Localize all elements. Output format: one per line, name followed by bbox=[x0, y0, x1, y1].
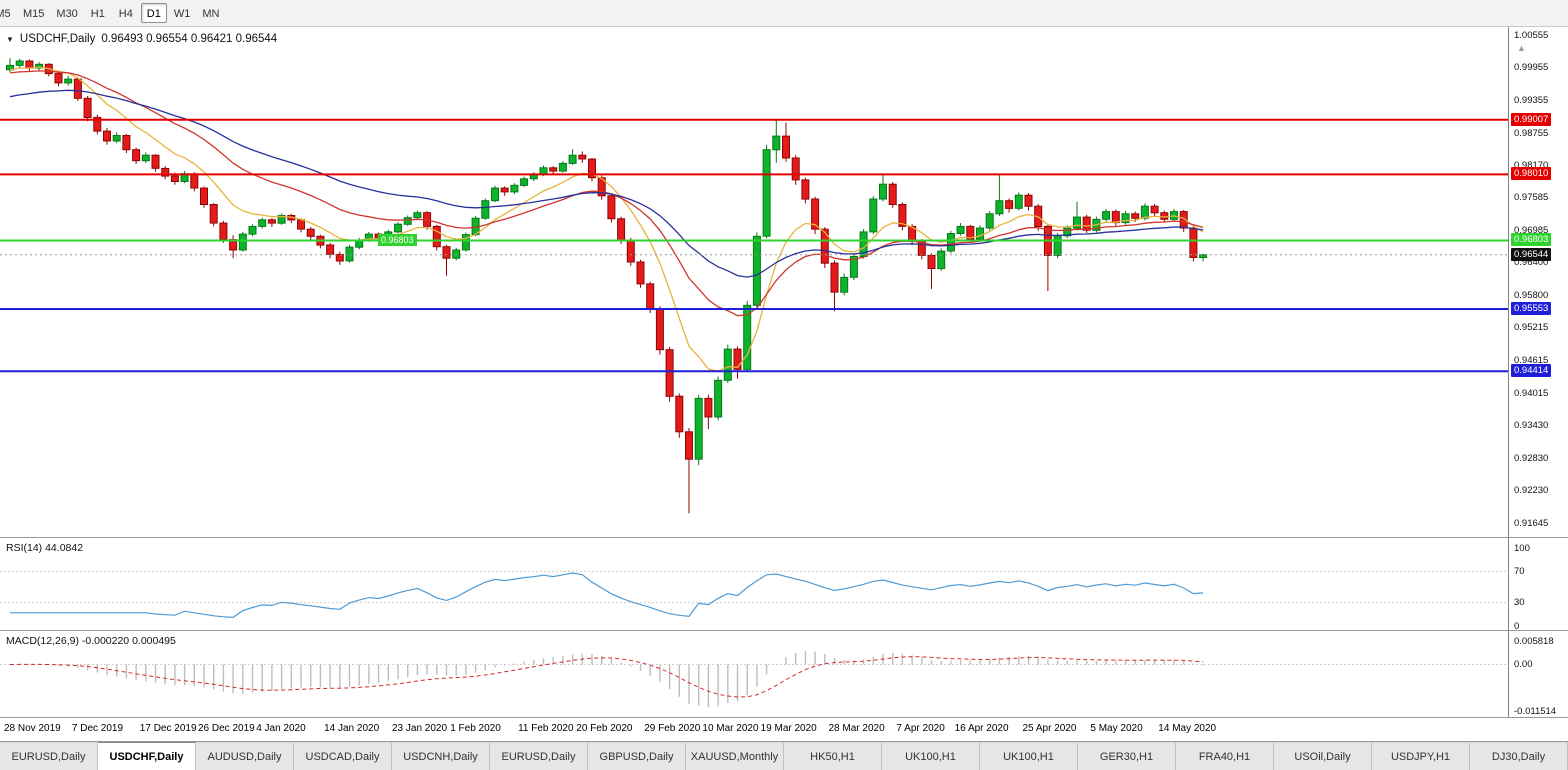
macd-axis: 0.005818 0.00 -0.011514 bbox=[1508, 631, 1568, 717]
tab-eurusd-daily[interactable]: EURUSD,Daily bbox=[490, 742, 588, 770]
price-axis-tick: 0.99955 bbox=[1514, 62, 1549, 74]
timeframe-button-d1[interactable]: D1 bbox=[140, 3, 167, 23]
price-axis-tick: 0.94015 bbox=[1514, 387, 1549, 399]
current-price-badge: 0.96544 bbox=[1511, 247, 1552, 261]
axis-scroll-icon[interactable]: ▲ bbox=[1517, 43, 1526, 53]
price-axis-tick: 0.95800 bbox=[1514, 289, 1549, 301]
timeframe-button-m15[interactable]: M15 bbox=[23, 8, 45, 20]
tab-usoil-daily[interactable]: USOil,Daily bbox=[1274, 742, 1372, 770]
tab-uk100-h1[interactable]: UK100,H1 bbox=[882, 742, 980, 770]
macd-panel: MACD(12,26,9) -0.000220 0.000495 0.00581… bbox=[0, 631, 1568, 718]
price-axis-tick: 0.98755 bbox=[1514, 128, 1549, 140]
tab-usdcad-daily[interactable]: USDCAD,Daily bbox=[294, 742, 392, 770]
date-label: 14 Jan 2020 bbox=[324, 723, 380, 734]
macd-axis-tick: 0.005818 bbox=[1514, 635, 1554, 647]
price-level-badge: 0.94414 bbox=[1511, 364, 1552, 378]
price-axis-tick: 0.92230 bbox=[1514, 485, 1549, 497]
price-axis-tick: 0.96985 bbox=[1514, 225, 1549, 237]
price-level-badge: 0.95553 bbox=[1511, 301, 1552, 315]
date-label: 4 Jan 2020 bbox=[256, 723, 306, 734]
timeframe-button-m30[interactable]: M30 bbox=[56, 8, 78, 20]
tab-eurusd-daily[interactable]: EURUSD,Daily bbox=[0, 742, 98, 770]
chart-symbol-label: USDCHF,Daily bbox=[19, 33, 96, 45]
date-label: 17 Dec 2019 bbox=[139, 723, 197, 734]
date-label: 5 May 2020 bbox=[1090, 723, 1143, 734]
date-label: 25 Apr 2020 bbox=[1022, 723, 1077, 734]
main-chart-panel: ▼ USDCHF,Daily 0.96493 0.96554 0.96421 0… bbox=[0, 27, 1568, 538]
tab-uk100-h1[interactable]: UK100,H1 bbox=[980, 742, 1078, 770]
tab-xauusd-monthly[interactable]: XAUUSD,Monthly bbox=[686, 742, 784, 770]
date-label: 7 Dec 2019 bbox=[71, 723, 124, 734]
macd-label: MACD(12,26,9) -0.000220 0.000495 bbox=[6, 635, 176, 647]
price-axis-tick: 0.95215 bbox=[1514, 321, 1549, 333]
date-label: 1 Feb 2020 bbox=[450, 723, 501, 734]
date-label: 28 Nov 2019 bbox=[4, 723, 61, 734]
rsi-panel: RSI(14) 44.0842 100 70 30 0 bbox=[0, 538, 1568, 632]
level-inline-label: 0.96803 bbox=[378, 234, 417, 247]
price-level-badge: 0.96803 bbox=[1511, 233, 1552, 247]
rsi-axis-tick: 0 bbox=[1514, 620, 1520, 632]
tab-ger30-h1[interactable]: GER30,H1 bbox=[1078, 742, 1176, 770]
date-axis: 28 Nov 2019 7 Dec 2019 17 Dec 2019 26 Dec 2… bbox=[0, 718, 1568, 742]
macd-axis-tick: -0.011514 bbox=[1514, 705, 1557, 717]
date-label: 11 Feb 2020 bbox=[518, 723, 574, 734]
timeframe-toolbar: M5 M15 M30 H1 H4 D1 W1 MN bbox=[0, 0, 1568, 27]
tab-usdchf-daily[interactable]: USDCHF,Daily bbox=[98, 742, 196, 770]
tab-hk50-h1[interactable]: HK50,H1 bbox=[784, 742, 882, 770]
chart-tab-bar: EURUSD,Daily USDCHF,Daily AUDUSD,Daily USDC… bbox=[0, 742, 1568, 770]
date-label: 14 May 2020 bbox=[1158, 723, 1217, 734]
price-axis-tick: 1.00555 bbox=[1514, 29, 1549, 41]
price-axis-tick: 0.96400 bbox=[1514, 257, 1549, 269]
rsi-axis-tick: 100 bbox=[1514, 542, 1530, 554]
rsi-plot[interactable]: RSI(14) 44.0842 bbox=[0, 538, 1508, 630]
date-label: 23 Jan 2020 bbox=[392, 723, 448, 734]
date-label: 28 Mar 2020 bbox=[828, 723, 885, 734]
chart-menu-icon[interactable]: ▼ bbox=[6, 34, 14, 44]
timeframe-button-w1[interactable]: W1 bbox=[173, 8, 191, 20]
date-label: 10 Mar 2020 bbox=[702, 723, 759, 734]
timeframe-button-h1[interactable]: H1 bbox=[90, 8, 105, 20]
date-label: 19 Mar 2020 bbox=[760, 723, 817, 734]
date-label: 29 Feb 2020 bbox=[644, 723, 701, 734]
date-label: 16 Apr 2020 bbox=[954, 723, 1009, 734]
price-axis-tick: 0.98170 bbox=[1514, 160, 1549, 172]
chart-title: ▼ USDCHF,Daily 0.96493 0.96554 0.96421 0… bbox=[6, 33, 277, 45]
macd-plot[interactable]: MACD(12,26,9) -0.000220 0.000495 bbox=[0, 631, 1508, 717]
price-axis-tick: 0.93430 bbox=[1514, 419, 1549, 431]
tab-dj30-daily[interactable]: DJ30,Daily bbox=[1470, 742, 1568, 770]
main-chart-plot[interactable]: ▼ USDCHF,Daily 0.96493 0.96554 0.96421 0… bbox=[0, 27, 1508, 537]
rsi-axis: 100 70 30 0 bbox=[1508, 538, 1568, 632]
date-label: 20 Feb 2020 bbox=[576, 723, 633, 734]
tab-audusd-daily[interactable]: AUDUSD,Daily bbox=[196, 742, 294, 770]
tab-usdjpy-h1[interactable]: USDJPY,H1 bbox=[1372, 742, 1470, 770]
date-label: 26 Dec 2019 bbox=[198, 723, 255, 734]
rsi-label: RSI(14) 44.0842 bbox=[6, 542, 84, 554]
price-axis-tick: 0.91645 bbox=[1514, 517, 1549, 529]
price-level-badge: 0.98010 bbox=[1511, 167, 1552, 181]
price-level-badge: 0.99007 bbox=[1511, 112, 1552, 126]
price-axis-tick: 0.97585 bbox=[1514, 192, 1549, 204]
timeframe-button-mn[interactable]: MN bbox=[202, 8, 220, 20]
price-axis-tick: 0.99355 bbox=[1514, 95, 1549, 107]
price-axis-tick: 0.94615 bbox=[1514, 354, 1549, 366]
rsi-axis-tick: 30 bbox=[1514, 597, 1525, 609]
macd-axis-tick: 0.00 bbox=[1514, 658, 1533, 670]
timeframe-button-m5[interactable]: M5 bbox=[0, 8, 11, 20]
tab-usdcnh-daily[interactable]: USDCNH,Daily bbox=[392, 742, 490, 770]
date-label: 7 Apr 2020 bbox=[896, 723, 945, 734]
tab-fra40-h1[interactable]: FRA40,H1 bbox=[1176, 742, 1274, 770]
tab-gbpusd-daily[interactable]: GBPUSD,Daily bbox=[588, 742, 686, 770]
timeframe-button-h4[interactable]: H4 bbox=[118, 8, 133, 20]
main-price-axis: ▲ 1.00555 0.99955 0.99355 0.98755 0.98170 0.9… bbox=[1508, 27, 1568, 537]
rsi-axis-tick: 70 bbox=[1514, 565, 1525, 577]
chart-ohlc-values: 0.96493 0.96554 0.96421 0.96544 bbox=[101, 33, 278, 45]
price-axis-tick: 0.92830 bbox=[1514, 452, 1549, 464]
